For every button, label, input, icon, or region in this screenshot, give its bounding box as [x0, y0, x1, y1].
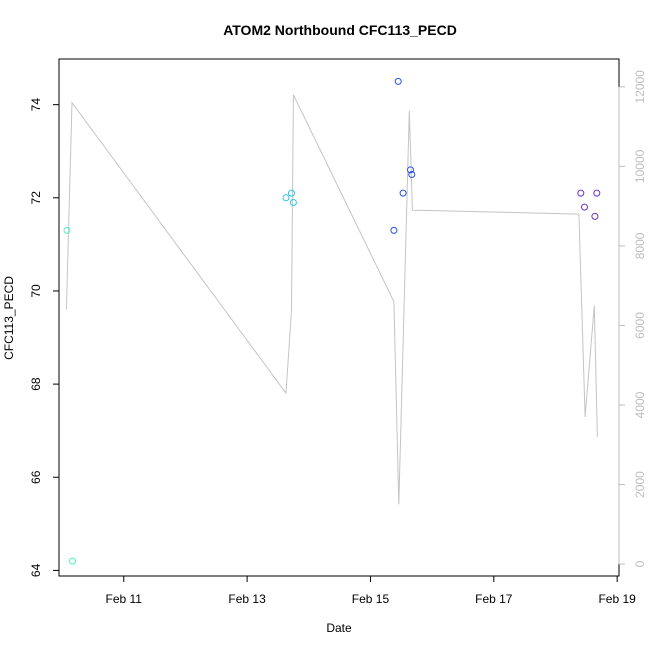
data-point	[282, 194, 290, 202]
y-tick-label: 70	[29, 284, 43, 298]
y-axis: 64 66 68 70 72 74	[29, 98, 60, 577]
y-tick-label: 66	[29, 470, 43, 484]
data-point	[577, 189, 585, 197]
y2-axis: 0 2000 4000 6000 8000 10000 12000	[618, 70, 647, 567]
x-tick-label: Feb 17	[475, 592, 513, 606]
x-axis: Feb 11 Feb 13 Feb 15 Feb 17 Feb 19	[106, 575, 636, 606]
data-point	[408, 171, 416, 178]
y2-tick-label: 8000	[633, 232, 647, 259]
altitude-line	[65, 94, 598, 505]
altitude-line-layer	[65, 94, 598, 505]
data-point	[399, 189, 407, 197]
points-layer	[63, 77, 601, 565]
y2-tick-label: 6000	[633, 312, 647, 339]
data-point	[394, 77, 402, 85]
data-point	[407, 166, 414, 174]
y-axis-label: CFC113_PECD	[2, 276, 16, 360]
y2-tick-label: 0	[633, 560, 647, 567]
y2-tick-label: 4000	[633, 391, 647, 418]
plot-frame	[58, 58, 620, 577]
data-point	[289, 199, 297, 206]
x-tick-label: Feb 19	[598, 592, 636, 606]
data-point	[390, 226, 398, 234]
x-tick-label: Feb 15	[352, 592, 390, 606]
data-point	[63, 226, 71, 234]
y-tick-label: 72	[29, 191, 43, 205]
y2-tick-label: 12000	[633, 70, 647, 104]
y-tick-label: 74	[29, 98, 43, 112]
y-tick-label: 68	[29, 377, 43, 391]
data-point	[593, 189, 601, 197]
data-point	[69, 557, 77, 565]
y-tick-label: 64	[29, 563, 43, 577]
data-point	[591, 212, 599, 220]
data-point	[581, 203, 588, 211]
y2-tick-label: 10000	[633, 149, 647, 183]
x-tick-label: Feb 13	[228, 592, 266, 606]
data-point	[288, 189, 295, 197]
x-axis-label: Date	[326, 621, 352, 635]
y2-tick-label: 2000	[633, 471, 647, 498]
x-tick-label: Feb 11	[106, 592, 143, 606]
chart-title: ATOM2 Northbound CFC113_PECD	[223, 22, 457, 38]
